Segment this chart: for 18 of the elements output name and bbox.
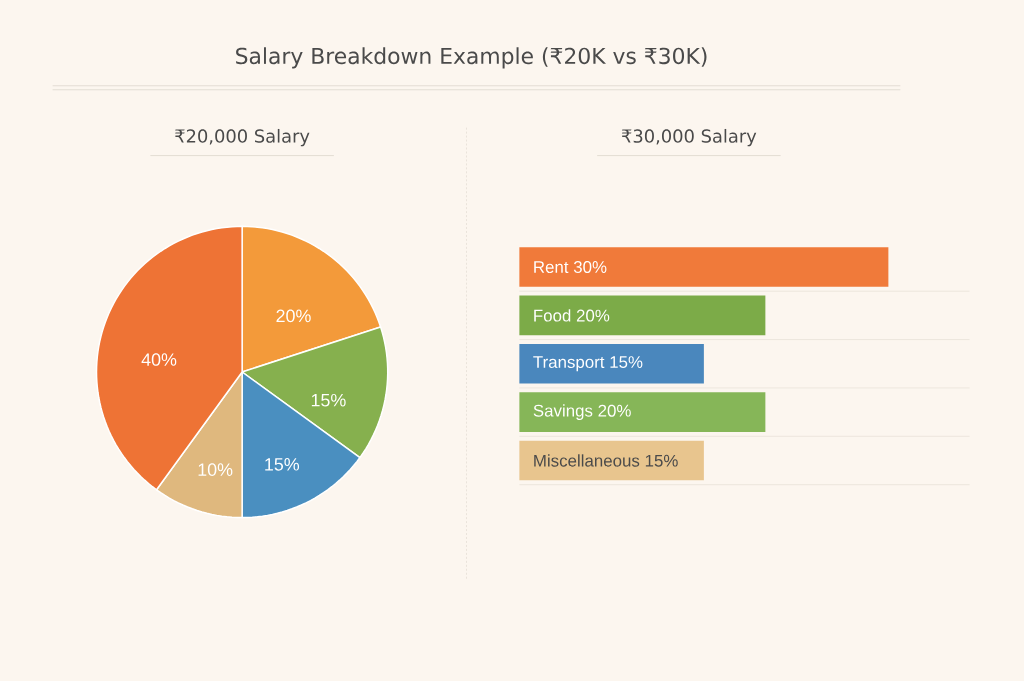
- chart-subtitle: ₹20,000 Salary: [175, 128, 310, 147]
- y-tick-label: Savings: [533, 404, 593, 420]
- data-label: 30%: [573, 260, 607, 273]
- data-label: 15%: [265, 458, 300, 471]
- data-label: 15%: [610, 356, 643, 368]
- y-tick-label: Miscellaneous: [534, 454, 640, 467]
- data-label: 20%: [598, 404, 631, 417]
- chart-title: ₹30,000 Salary: [621, 128, 757, 147]
- y-tick-label: Rent: [534, 261, 569, 273]
- y-tick-label: Food: [534, 309, 571, 322]
- data-label: 10%: [198, 463, 233, 476]
- data-label: 15%: [311, 393, 346, 407]
- y-tick-label: Transport: [533, 356, 605, 372]
- data-label: 40%: [141, 353, 177, 366]
- text: Salary Breakdown Example (₹20K vs ₹30K): [236, 47, 707, 69]
- data-label: 20%: [276, 309, 311, 323]
- data-label: 20%: [576, 309, 610, 322]
- data-label: 15%: [645, 454, 678, 467]
